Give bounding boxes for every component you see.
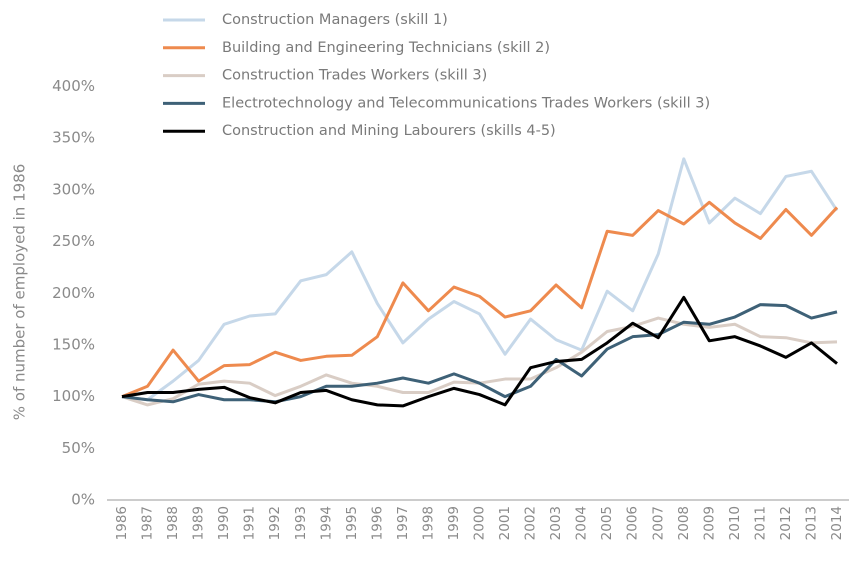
x-tick-label: 2010 <box>727 506 743 540</box>
legend-label: Construction and Mining Labourers (skill… <box>222 123 556 139</box>
y-tick-label: 250% <box>52 232 95 250</box>
x-tick-label: 2001 <box>497 506 513 540</box>
x-tick-label: 1999 <box>446 506 462 540</box>
x-tick-label: 2011 <box>752 506 768 540</box>
y-tick-label: 200% <box>52 284 95 302</box>
y-tick-label: 100% <box>52 387 95 405</box>
x-tick-label: 1989 <box>191 506 207 540</box>
x-tick-label: 2004 <box>574 506 590 540</box>
legend-label: Electrotechnology and Telecommunications… <box>222 95 710 111</box>
y-tick-label: 0% <box>71 491 95 509</box>
x-tick-label: 1991 <box>242 506 258 540</box>
series-line <box>121 295 838 408</box>
x-tick-label: 2007 <box>650 506 666 540</box>
x-tick-label: 2006 <box>625 506 641 540</box>
x-tick-label: 1996 <box>369 506 385 540</box>
x-tick-label: 1987 <box>140 506 156 540</box>
legend-label: Building and Engineering Technicians (sk… <box>222 40 550 56</box>
legend-label: Construction Managers (skill 1) <box>222 12 448 28</box>
x-tick-label: 1994 <box>318 506 334 540</box>
x-tick-label: 1992 <box>267 506 283 540</box>
series-line <box>121 200 839 399</box>
y-tick-label: 400% <box>52 77 95 95</box>
y-tick-label: 350% <box>52 129 95 147</box>
x-tick-label: 1988 <box>165 506 181 540</box>
x-tick-label: 2000 <box>472 506 488 540</box>
x-tick-label: 1995 <box>344 506 360 540</box>
x-tick-label: 2014 <box>829 506 845 540</box>
x-tick-label: 1986 <box>114 506 130 540</box>
x-tick-label: 2012 <box>778 506 794 540</box>
series-line <box>121 316 838 407</box>
y-axis-title: % of number of employed in 1986 <box>11 164 29 421</box>
x-tick-label: 1998 <box>420 506 436 540</box>
x-tick-label: 2013 <box>803 506 819 540</box>
x-tick-label: 2002 <box>523 506 539 540</box>
x-tick-label: 2008 <box>676 506 692 540</box>
y-tick-label: 50% <box>62 439 95 457</box>
y-tick-label: 150% <box>52 335 95 353</box>
legend-label: Construction Trades Workers (skill 3) <box>222 68 487 84</box>
x-tick-label: 2009 <box>701 506 717 540</box>
x-tick-label: 1993 <box>293 506 309 540</box>
y-tick-label: 300% <box>52 180 95 198</box>
series-line <box>121 303 838 404</box>
x-tick-label: 1990 <box>216 506 232 540</box>
series-line <box>121 157 839 402</box>
x-tick-label: 2003 <box>548 506 564 540</box>
x-tick-label: 2005 <box>599 506 615 540</box>
x-tick-label: 1997 <box>395 506 411 540</box>
